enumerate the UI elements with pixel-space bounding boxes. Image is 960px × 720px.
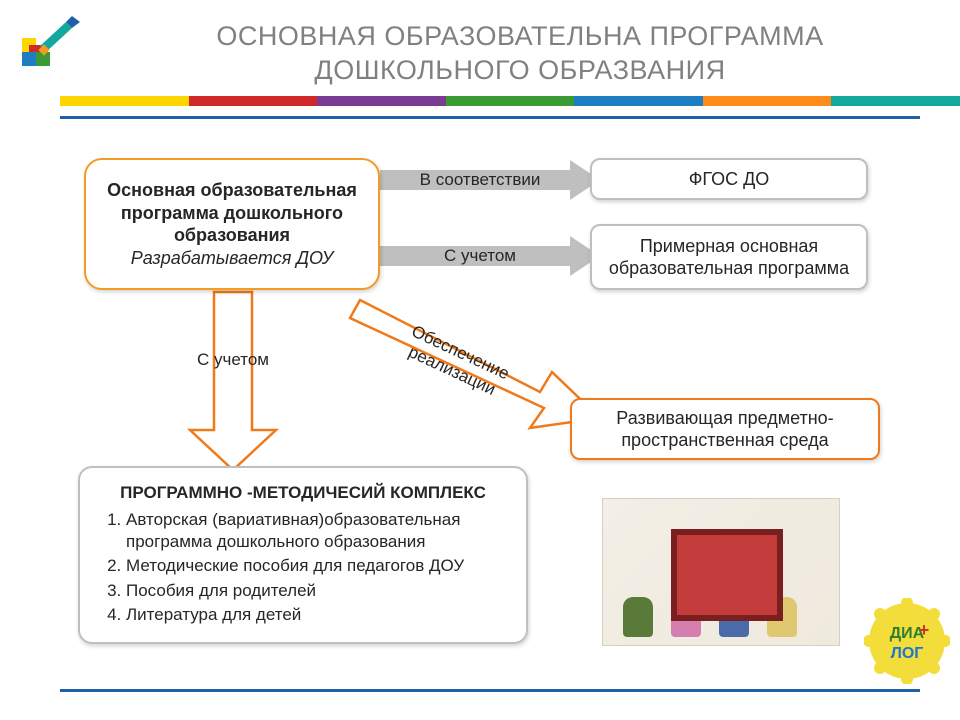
node-main-text: Основная образовательная программа дошко…	[102, 179, 362, 247]
stripe-seg	[60, 96, 189, 106]
node-fgos: ФГОС ДО	[590, 158, 868, 200]
stripe-seg	[189, 96, 318, 106]
color-stripe	[0, 96, 960, 106]
node-method-complex: ПРОГРАММНО -МЕТОДИЧЕСИЙ КОМПЛЕКС Авторск…	[78, 466, 528, 644]
node-main-sub: Разрабатывается ДОУ	[102, 247, 362, 270]
stripe-seg	[574, 96, 703, 106]
arrow-label-with-account-2: С учетом	[168, 350, 298, 370]
stripe-seg	[703, 96, 832, 106]
stripe-seg	[446, 96, 575, 106]
complex-list: Авторская (вариативная)образовательная п…	[98, 509, 508, 625]
node-environment: Развивающая предметно-пространственная с…	[570, 398, 880, 460]
arrow-label-provision: Обеспечениереализации	[375, 310, 537, 414]
svg-text:ЛОГ: ЛОГ	[891, 645, 924, 662]
stripe-seg	[317, 96, 446, 106]
arrow-label-with-account-1: С учетом	[400, 246, 560, 266]
badge-dialog: ДИА + ЛОГ	[864, 598, 950, 684]
node-main-program: Основная образовательная программа дошко…	[84, 158, 380, 290]
svg-text:+: +	[919, 620, 930, 640]
complex-heading: ПРОГРАММНО -МЕТОДИЧЕСИЙ КОМПЛЕКС	[98, 482, 508, 503]
photo-children	[602, 498, 840, 646]
node-approx-program: Примерная основная образовательная прогр…	[590, 224, 868, 290]
logo	[22, 16, 86, 72]
complex-item: Пособия для родителей	[126, 580, 508, 602]
complex-item: Методические пособия для педагогов ДОУ	[126, 555, 508, 577]
stripe-seg	[831, 96, 960, 106]
arrow-label-accordance: В соответствии	[400, 170, 560, 190]
complex-item: Авторская (вариативная)образовательная п…	[126, 509, 508, 553]
page-title: ОСНОВНАЯ ОБРАЗОВАТЕЛЬНА ПРОГРАММАДОШКОЛЬ…	[120, 20, 920, 88]
divider-bottom	[60, 689, 920, 692]
complex-item: Литература для детей	[126, 604, 508, 626]
divider-top	[60, 116, 920, 119]
